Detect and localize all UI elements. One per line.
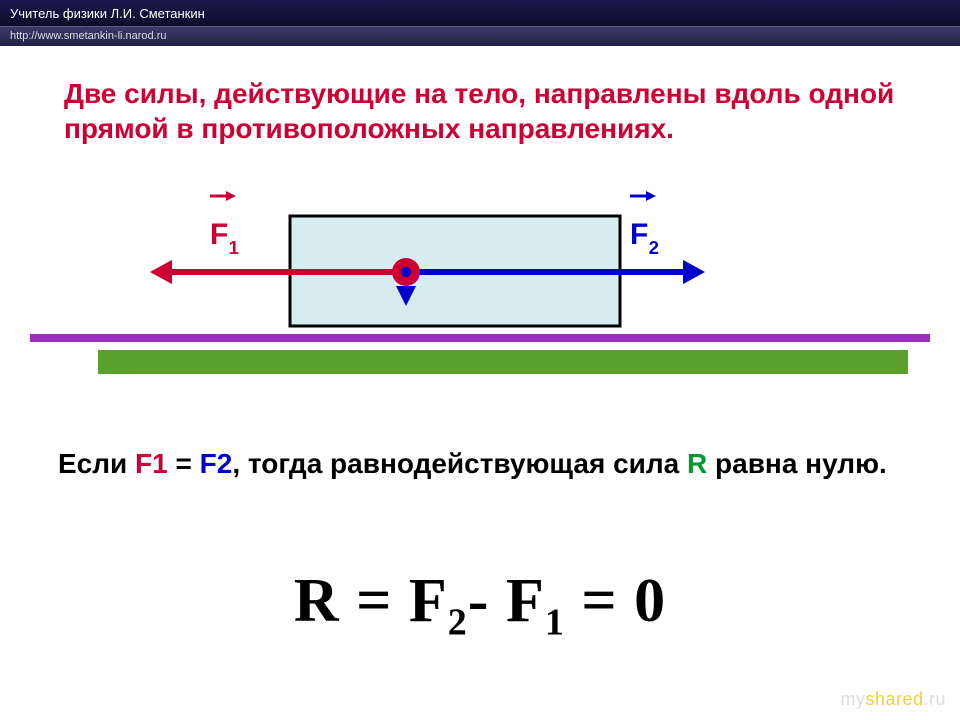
condition-text: Если F1 = F2, тогда равнодействующая сил…	[58, 446, 928, 481]
slide-title: Две силы, действующие на тело, направлен…	[64, 76, 924, 146]
svg-text:1: 1	[229, 237, 239, 258]
formula: R = F2- F1 = 0	[0, 566, 960, 644]
header-teacher: Учитель физики Л.И. Сметанкин	[0, 0, 960, 26]
svg-text:2: 2	[649, 237, 659, 258]
watermark: myshared.ru	[840, 689, 946, 710]
svg-text:F: F	[210, 218, 228, 251]
svg-text:F: F	[630, 218, 648, 251]
header-url: http://www.smetankin-li.narod.ru	[0, 26, 960, 46]
force-diagram: F1F2	[0, 186, 960, 446]
